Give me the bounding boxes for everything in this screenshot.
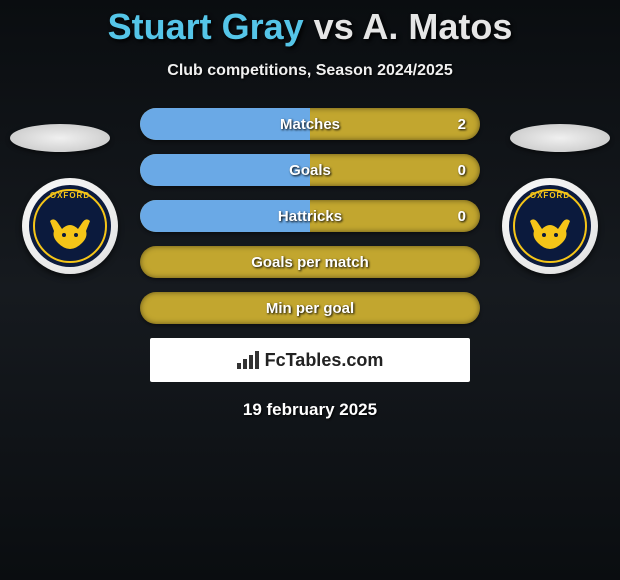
stat-value-right: 0 bbox=[458, 208, 466, 225]
stat-row-min-per-goal: Min per goal bbox=[140, 292, 480, 324]
stat-label: Min per goal bbox=[266, 300, 354, 317]
stat-row-hattricks: Hattricks 0 bbox=[140, 200, 480, 232]
crest-ring bbox=[513, 189, 587, 263]
comparison-title: Stuart Gray vs A. Matos bbox=[0, 0, 620, 48]
bar-chart-icon bbox=[237, 351, 259, 369]
player1-platform-ellipse bbox=[10, 124, 110, 152]
stat-fill-left bbox=[140, 154, 310, 186]
stat-row-goals-per-match: Goals per match bbox=[140, 246, 480, 278]
player2-platform-ellipse bbox=[510, 124, 610, 152]
player2-club-crest: OXFORD bbox=[502, 178, 598, 274]
stat-value-right: 2 bbox=[458, 116, 466, 133]
stat-label: Goals bbox=[289, 162, 331, 179]
stat-row-goals: Goals 0 bbox=[140, 154, 480, 186]
attribution-box: FcTables.com bbox=[150, 338, 470, 382]
crest-club-name: OXFORD bbox=[509, 191, 591, 200]
stat-label: Matches bbox=[280, 116, 340, 133]
stat-label: Goals per match bbox=[251, 254, 369, 271]
player1-club-crest: OXFORD bbox=[22, 178, 118, 274]
subtitle: Club competitions, Season 2024/2025 bbox=[0, 62, 620, 80]
attribution-text: FcTables.com bbox=[265, 350, 384, 371]
date-text: 19 february 2025 bbox=[0, 400, 620, 420]
stat-value-right: 0 bbox=[458, 162, 466, 179]
crest-club-name: OXFORD bbox=[29, 191, 111, 200]
player1-name: Stuart Gray bbox=[108, 6, 304, 47]
stat-label: Hattricks bbox=[278, 208, 342, 225]
player2-name: A. Matos bbox=[362, 6, 512, 47]
stat-row-matches: Matches 2 bbox=[140, 108, 480, 140]
crest-ring bbox=[33, 189, 107, 263]
vs-text: vs bbox=[314, 6, 354, 47]
crest-badge: OXFORD bbox=[509, 185, 591, 267]
crest-badge: OXFORD bbox=[29, 185, 111, 267]
